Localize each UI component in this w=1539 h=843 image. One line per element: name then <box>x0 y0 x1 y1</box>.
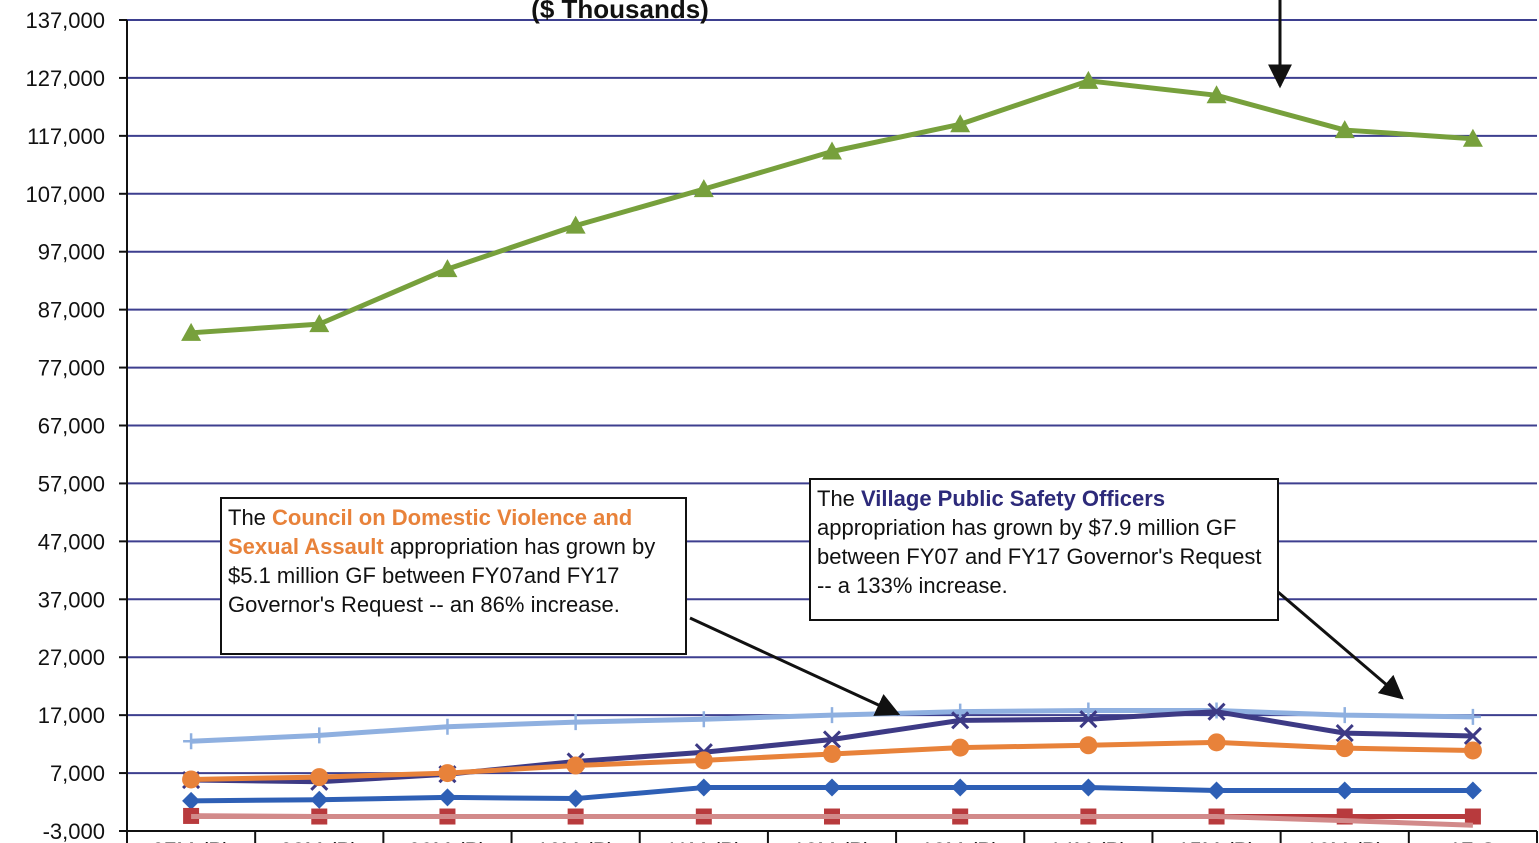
x-tick-label: 10M (P) <box>537 838 615 843</box>
data-point <box>1079 710 1098 729</box>
data-point <box>1079 778 1098 797</box>
series-6 <box>191 814 1473 828</box>
y-tick-label: 67,000 <box>38 414 105 439</box>
data-point <box>566 789 585 808</box>
x-tick-label: 17 G <box>1449 838 1497 843</box>
y-tick-label: 37,000 <box>38 587 105 612</box>
vpso-prefix: The <box>817 486 862 511</box>
series-layer <box>181 70 1483 828</box>
y-tick-label: 117,000 <box>27 124 105 149</box>
data-point <box>1463 726 1482 746</box>
data-point <box>1080 702 1097 719</box>
data-point <box>566 756 585 775</box>
vpso-arrow <box>1277 590 1404 700</box>
data-point <box>1463 741 1482 760</box>
data-point <box>567 714 584 731</box>
series-line <box>190 78 1474 336</box>
cdvsa-suffix: appropriation has grown by $5.1 million … <box>228 534 656 617</box>
callout-arrows <box>689 0 1404 716</box>
y-tick-label: 137,000 <box>25 8 105 33</box>
y-tick-label: 17,000 <box>38 703 105 728</box>
x-axis: 07M (P) 08M (P) 09M (P) 10M (P) 11M (P) 12M (… <box>126 830 1538 843</box>
data-point <box>822 141 842 160</box>
data-point <box>1334 120 1355 139</box>
data-point <box>181 322 202 341</box>
data-point <box>1463 781 1482 800</box>
y-tick-label: 97,000 <box>38 240 105 265</box>
data-point <box>1335 739 1354 758</box>
cdvsa-arrow <box>689 616 901 716</box>
series-4 <box>182 778 1482 810</box>
data-point <box>439 718 456 735</box>
x-tick-label: 12M (P) <box>793 838 871 843</box>
cdvsa-highlight: Council on Domestic Violence and Sexual … <box>228 505 633 559</box>
data-point <box>951 738 970 757</box>
y-tick-label: 77,000 <box>38 356 105 381</box>
cdvsa-prefix: The <box>228 505 273 530</box>
data-point <box>182 770 201 789</box>
data-point <box>1336 707 1353 724</box>
data-point <box>1462 128 1483 147</box>
data-point <box>952 703 969 720</box>
data-point <box>694 751 713 770</box>
data-point <box>693 179 714 198</box>
x-tick-label: 16M (P) <box>1306 838 1384 843</box>
cdvsa-callout: The Council on Domestic Violence and Sex… <box>220 497 687 655</box>
y-tick-label: 57,000 <box>38 471 105 496</box>
series-3 <box>182 733 1482 789</box>
data-point <box>437 259 458 278</box>
y-tick-label: 87,000 <box>38 298 105 323</box>
data-point <box>1464 708 1481 725</box>
chart-title: ($ Thousands) <box>531 0 709 24</box>
data-point <box>822 730 842 749</box>
x-tick-label: 09M (P) <box>408 838 486 843</box>
data-point <box>1464 808 1481 825</box>
x-tick-label: 14M (P) <box>1049 838 1127 843</box>
data-point <box>565 215 586 234</box>
data-point <box>951 778 970 797</box>
x-tick-label: 07M (P) <box>152 838 230 843</box>
data-point <box>310 790 329 809</box>
y-tick-label: 27,000 <box>38 645 105 670</box>
data-point <box>183 733 200 750</box>
series-1 <box>183 702 1481 750</box>
data-point <box>823 778 841 797</box>
data-point <box>438 764 457 783</box>
data-point <box>1206 85 1227 104</box>
data-point <box>182 791 201 810</box>
data-point <box>695 711 712 728</box>
data-point <box>1078 70 1099 89</box>
data-point <box>1335 724 1354 743</box>
x-tick-label: 13M (P) <box>921 838 999 843</box>
data-point <box>310 768 329 787</box>
vpso-callout: The Village Public Safety Officers appro… <box>809 478 1279 621</box>
y-tick-label: -3,000 <box>43 819 105 843</box>
data-point <box>950 114 971 133</box>
data-point <box>1207 702 1226 721</box>
series-0 <box>181 70 1483 341</box>
y-axis: -3,000 7,000 17,000 27,000 37,000 47,000 57,00… <box>25 8 128 843</box>
data-point <box>1335 781 1354 800</box>
data-point <box>311 727 328 744</box>
data-point <box>951 711 970 730</box>
vpso-suffix: appropriation has grown by $7.9 million … <box>817 515 1262 598</box>
y-tick-label: 7,000 <box>50 761 105 786</box>
x-tick-label: 11M (P) <box>666 838 743 843</box>
vpso-highlight: Village Public Safety Officers <box>861 486 1166 511</box>
y-tick-label: 127,000 <box>25 66 105 91</box>
series-line <box>191 814 1473 828</box>
data-point <box>694 778 713 797</box>
data-point <box>1079 736 1098 755</box>
data-point <box>438 788 457 807</box>
data-point <box>309 314 330 333</box>
x-tick-label: 08M (P) <box>280 838 358 843</box>
data-point <box>823 744 841 763</box>
data-point <box>824 707 840 724</box>
y-tick-label: 107,000 <box>25 182 105 207</box>
data-point <box>1207 781 1226 800</box>
y-tick-label: 47,000 <box>38 529 105 554</box>
data-point <box>1207 733 1226 752</box>
x-tick-label: 15M (P) <box>1177 838 1255 843</box>
